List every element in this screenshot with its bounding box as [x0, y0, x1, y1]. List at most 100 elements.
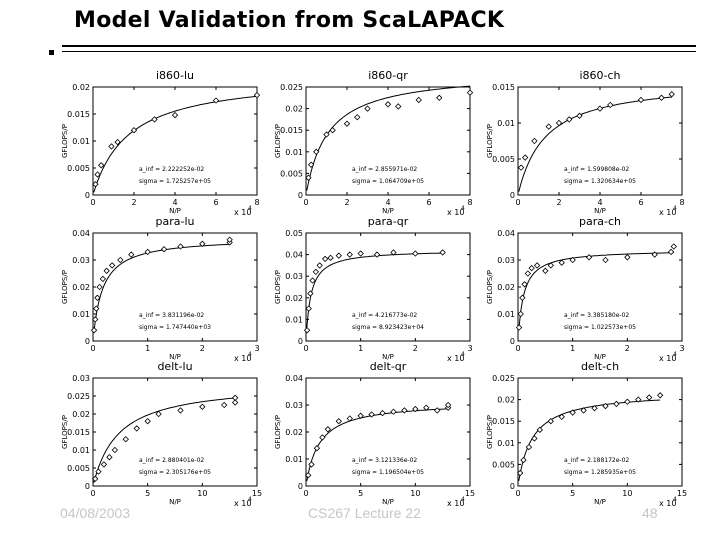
x-tick-label: 3: [467, 344, 472, 353]
y-tick-label: 0.025: [280, 83, 303, 92]
model-curve: [518, 96, 672, 192]
x-multiplier-exponent: 4: [248, 496, 252, 503]
data-point: [569, 256, 576, 264]
y-tick-label: 0: [510, 337, 515, 346]
sigma-annotation: sigma = 2.305176e+05: [139, 469, 211, 476]
data-point: [401, 407, 408, 414]
plot-title: i860-qr: [368, 69, 408, 82]
data-point: [155, 410, 162, 418]
y-tick-label: 0.015: [67, 110, 90, 119]
data-point: [324, 426, 332, 433]
data-point: [637, 96, 645, 104]
x-multiplier-exponent: 4: [673, 351, 677, 358]
x-multiplier-label: x 10: [234, 499, 251, 508]
data-point: [128, 251, 135, 258]
data-point: [585, 254, 593, 261]
title-rule-thin: [62, 51, 696, 52]
data-point: [602, 402, 609, 410]
y-tick-label: 0.015: [67, 428, 90, 437]
data-point: [357, 250, 364, 257]
data-point: [525, 443, 533, 451]
x-tick-label: 1: [570, 344, 575, 353]
data-point: [329, 127, 336, 134]
x-multiplier-label: x 10: [447, 354, 464, 363]
data-point: [327, 254, 334, 262]
y-tick-label: 0.01: [285, 315, 303, 324]
data-point: [354, 114, 361, 121]
x-tick-label: 0: [303, 489, 308, 498]
sigma-annotation: sigma = 1.064709e+05: [352, 178, 424, 185]
data-point: [212, 97, 220, 104]
y-tick-label: 0.03: [72, 256, 90, 265]
data-point: [346, 415, 353, 422]
footer-date: 04/08/2003: [60, 505, 131, 521]
data-point: [108, 143, 115, 150]
x-multiplier-exponent: 4: [248, 351, 252, 358]
x-tick-label: 2: [625, 344, 630, 353]
data-point: [412, 405, 419, 413]
x-tick-label: 0: [90, 489, 95, 498]
data-point: [94, 294, 101, 301]
model-curve: [93, 95, 258, 193]
x-axis-label: N/P: [382, 207, 394, 215]
y-axis-label: GFLOPS/P: [274, 124, 282, 158]
x-tick-label: 5: [570, 489, 575, 498]
data-point: [390, 249, 397, 256]
data-point: [316, 262, 323, 269]
x-multiplier-label: x 10: [659, 208, 676, 217]
data-point: [151, 116, 158, 123]
data-point: [624, 254, 631, 261]
a-inf-annotation: a_inf = 1.599808e-02: [564, 166, 629, 173]
data-point: [580, 407, 587, 414]
x-tick-label: 6: [213, 198, 218, 207]
y-tick-label: 0.02: [285, 294, 303, 303]
data-point: [95, 468, 102, 475]
data-point: [321, 255, 329, 263]
plot-title: para-qr: [368, 215, 409, 228]
plot-frame: [305, 232, 471, 342]
data-point: [99, 275, 107, 283]
x-multiplier-exponent: 4: [461, 351, 465, 358]
data-point: [519, 294, 526, 301]
y-tick-label: 0.04: [72, 229, 90, 238]
data-point: [221, 401, 228, 409]
x-tick-label: 4: [385, 198, 390, 207]
data-point: [312, 268, 320, 276]
data-point: [313, 148, 320, 155]
data-point: [434, 407, 441, 414]
x-tick-label: 2: [200, 344, 205, 353]
data-point: [100, 461, 108, 468]
x-axis-label: N/P: [169, 207, 181, 215]
data-point: [122, 436, 129, 443]
data-point: [520, 456, 527, 464]
a-inf-annotation: a_inf = 2.188172e-02: [564, 457, 629, 464]
data-point: [253, 91, 261, 99]
x-tick-label: 6: [638, 198, 643, 207]
data-point: [515, 324, 523, 331]
data-point: [373, 251, 381, 258]
y-tick-label: 0.03: [285, 272, 303, 281]
x-tick-label: 8: [679, 198, 684, 207]
y-tick-label: 0.03: [285, 401, 303, 410]
y-tick-label: 0.005: [492, 155, 515, 164]
data-point: [384, 101, 392, 108]
bullet-marker: [49, 50, 54, 55]
y-tick-label: 0: [85, 191, 90, 200]
data-point: [303, 327, 311, 334]
y-tick-label: 0.02: [497, 396, 515, 405]
y-tick-label: 0.005: [492, 460, 515, 469]
model-curve: [306, 85, 471, 191]
data-point: [305, 174, 312, 181]
x-multiplier-exponent: 4: [461, 496, 465, 503]
data-point: [98, 162, 105, 169]
x-multiplier-exponent: 4: [673, 496, 677, 503]
x-tick-label: 5: [358, 489, 363, 498]
y-axis-label: GFLOPS/P: [61, 124, 69, 158]
y-tick-label: 0.01: [72, 446, 90, 455]
x-multiplier-exponent: 4: [673, 205, 677, 212]
plot-delt-ch: delt-ch GFLOPS/P N/P x 104 0 5 10 15 0 0.005 0.01 0…: [486, 360, 687, 508]
y-tick-label: 0.04: [285, 374, 303, 383]
data-point: [415, 96, 422, 104]
data-point: [436, 94, 443, 101]
